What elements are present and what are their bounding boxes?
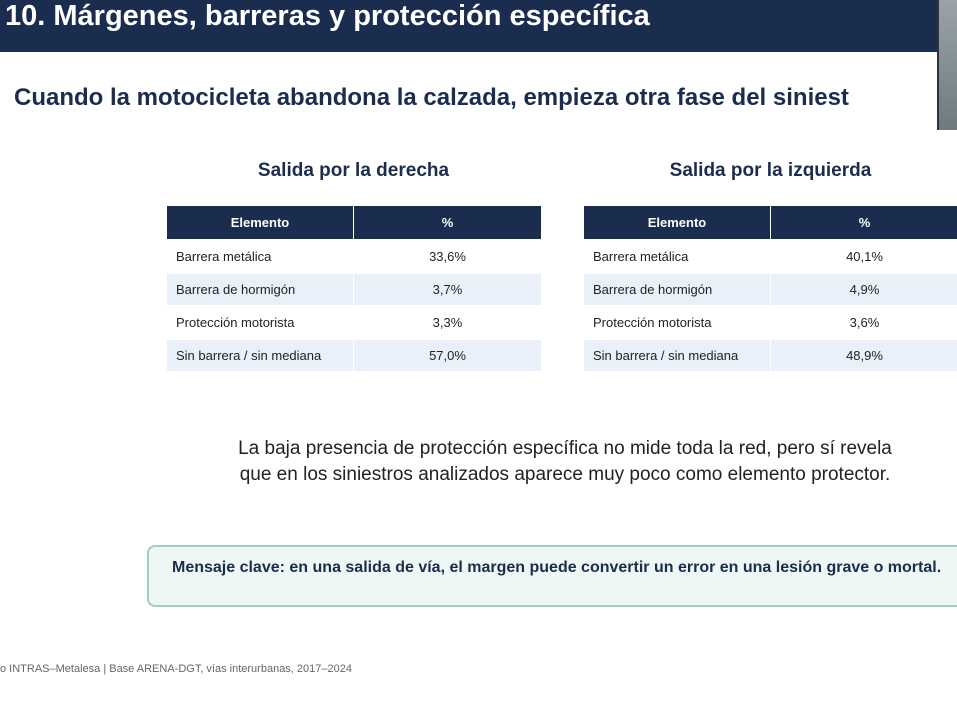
table-cell: Barrera metálica [593,249,689,264]
table-row: Barrera metálica 33,6% [167,241,541,272]
data-table: Elemento% Barrera metálica 40,1% Barrera de… [583,204,957,373]
note-line: que en los siniestros analizados aparece… [239,464,891,485]
table-title: Salida por la derecha [257,160,450,181]
table-row: Sin barrera / sin mediana 57,0% [167,340,541,371]
column-header: % [771,206,957,239]
table-cell: Sin barrera / sin mediana [584,340,770,371]
column-header: % [354,206,541,239]
table-cell: Sin barrera / sin mediana [167,340,353,371]
table-cell: 33,6% [429,249,466,264]
data-table: Elemento% Barrera metálica 33,6% Barrera de… [166,204,542,373]
title: 10. Márgenes, barreras y protección espe… [5,0,650,32]
header-bar: 10. Márgenes, barreras y protección espe… [0,0,957,52]
column-header: Elemento [167,206,353,239]
key-message-box: Mensaje clave: en una salida de vía, el … [147,545,957,607]
table-row: Protección motorista 3,3% [167,307,541,338]
table-row: Barrera metálica 40,1% [584,241,957,272]
table-row: Barrera de hormigón 4,9% [584,274,957,305]
footer-source: o INTRAS–Metalesa | Base ARENA-DGT, vías… [0,663,352,675]
table-cell: Barrera de hormigón [584,274,770,305]
table-cell: 3,6% [849,315,880,330]
table-title: Salida por la izquierda [669,160,872,181]
table-cell: 57,0% [354,340,541,371]
table-cell: 48,9% [771,340,957,371]
table-cell: Barrera de hormigón [167,274,353,305]
column-header: Elemento [584,206,770,239]
header-row: Elemento% [167,206,541,239]
key-message: Mensaje clave: en una salida de vía, el … [172,559,942,576]
webcam-thumbnail [937,0,957,130]
table-cell: 4,9% [771,274,957,305]
table-row: Protección motorista 3,6% [584,307,957,338]
table-cell: Protección motorista [176,315,295,330]
table-row: Sin barrera / sin mediana 48,9% [584,340,957,371]
table-cell: 3,3% [432,315,463,330]
table-cell: 3,7% [354,274,541,305]
header-row: Elemento% [584,206,957,239]
table-cell: 40,1% [846,249,883,264]
note-line: La baja presencia de protección específi… [238,438,892,459]
table-cell: Barrera metálica [176,249,272,264]
table-row: Barrera de hormigón 3,7% [167,274,541,305]
table-cell: Protección motorista [593,315,712,330]
subtitle: Cuando la motocicleta abandona la calzad… [14,84,849,111]
